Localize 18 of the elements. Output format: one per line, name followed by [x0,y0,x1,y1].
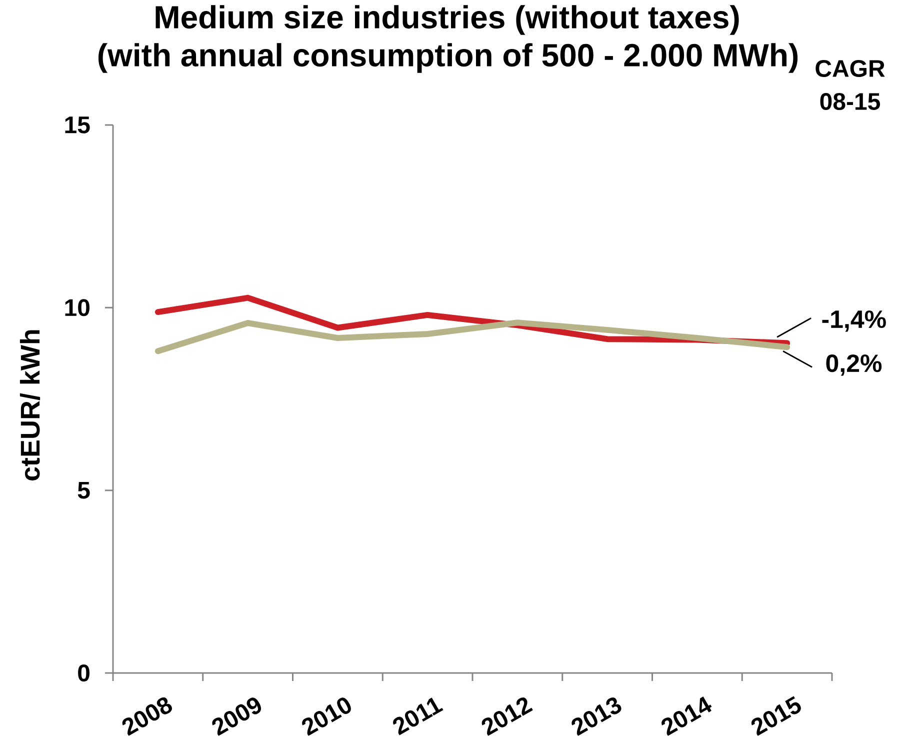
y-tick-label: 15 [65,116,90,134]
y-axis-title: ctEUR/ kWh [20,330,40,480]
x-tick-label: 2010 [302,698,351,736]
annotation: -1,4% [822,310,886,332]
x-tick-label: 2011 [393,698,444,736]
y-tick-label: 0 [78,664,90,682]
x-tick-label: 2014 [662,696,712,736]
chart-subtitle: (with annual consumption of 500 - 2.000 MWh) [98,43,798,73]
x-tick-label: 2009 [212,698,262,736]
chart-title: Medium size industries (without taxes) [156,5,739,35]
x-tick-label: 2013 [572,697,622,736]
x-tick-label: 2012 [482,697,533,736]
y-tick-label: 10 [65,299,90,316]
text: CAGR 08-15 [816,60,885,110]
x-tick-label: 2008 [122,697,172,736]
y-tick-label: 5 [78,482,90,499]
annotation: 0,2% [826,354,882,376]
x-tick-label: 2015 [751,696,801,736]
